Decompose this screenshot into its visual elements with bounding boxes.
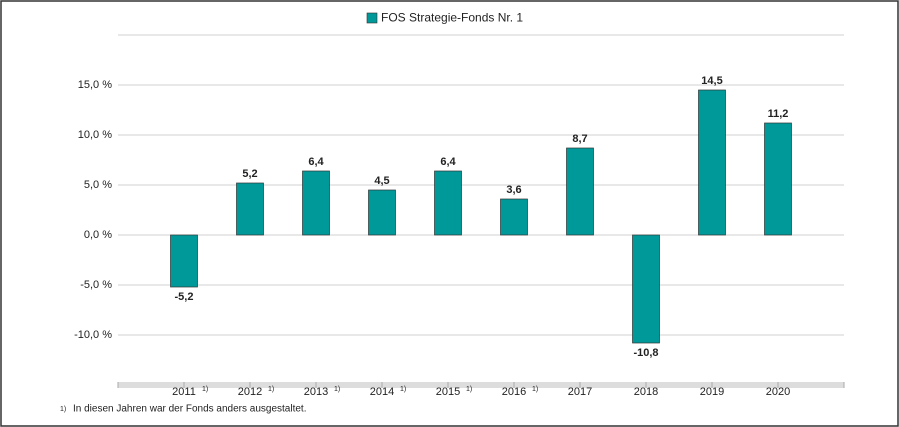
- x-tick-label: 2013: [304, 386, 328, 398]
- x-tick-label: 2020: [766, 386, 790, 398]
- legend-label: FOS Strategie-Fonds Nr. 1: [381, 11, 523, 25]
- y-tick-label: -10,0 %: [74, 329, 112, 341]
- value-label: 3,6: [506, 184, 521, 196]
- x-axis-strip: [118, 382, 844, 388]
- footnote-marker: 1): [60, 406, 66, 413]
- value-label: 4,5: [374, 175, 389, 187]
- x-tick-label: 2015: [436, 386, 460, 398]
- bar: [434, 170, 462, 236]
- x-tick-label: 2012: [238, 386, 262, 398]
- y-tick-label: 15,0 %: [78, 79, 112, 91]
- legend-swatch: [366, 12, 378, 24]
- x-tick-note: 1): [466, 386, 472, 393]
- y-tick-label: -5,0 %: [80, 279, 112, 291]
- x-tick-label: 2014: [370, 386, 394, 398]
- value-label: 5,2: [242, 168, 257, 180]
- bar: [170, 234, 198, 288]
- bar: [500, 198, 528, 236]
- x-tick-label: 2018: [634, 386, 658, 398]
- x-tick-label: 2019: [700, 386, 724, 398]
- x-tick-note: 1): [334, 386, 340, 393]
- value-label: 6,4: [308, 156, 324, 168]
- bar: [764, 122, 792, 236]
- bar: [566, 147, 594, 236]
- y-tick-label: 5,0 %: [84, 179, 112, 191]
- x-tick-label: 2016: [502, 386, 526, 398]
- footnote-text: In diesen Jahren war der Fonds anders au…: [73, 404, 306, 415]
- x-tick-note: 1): [202, 386, 208, 393]
- value-label: 8,7: [572, 133, 587, 145]
- x-tick-note: 1): [268, 386, 274, 393]
- value-label: 11,2: [768, 108, 789, 120]
- value-label: -10,8: [633, 347, 658, 359]
- value-label: -5,2: [175, 291, 194, 303]
- value-label: 6,4: [440, 156, 456, 168]
- bar: [302, 170, 330, 236]
- bar: [698, 89, 726, 236]
- x-tick-label: 2011: [172, 386, 196, 398]
- y-tick-label: 0,0 %: [84, 229, 112, 241]
- bar: [368, 189, 396, 236]
- y-tick-label: 10,0 %: [78, 129, 112, 141]
- bar: [632, 234, 660, 344]
- bar: [236, 182, 264, 236]
- x-tick-label: 2017: [568, 386, 592, 398]
- x-tick-note: 1): [532, 386, 538, 393]
- value-label: 14,5: [701, 75, 722, 87]
- x-tick-note: 1): [400, 386, 406, 393]
